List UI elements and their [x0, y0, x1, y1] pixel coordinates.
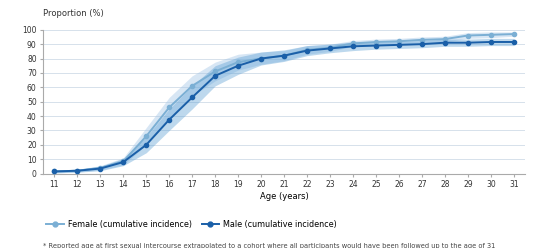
Text: * Reported age at first sexual intercourse extrapolated to a cohort where all pa: * Reported age at first sexual intercour… — [43, 243, 495, 248]
Text: Proportion (%): Proportion (%) — [43, 9, 103, 18]
X-axis label: Age (years): Age (years) — [260, 192, 308, 201]
Legend: Female (cumulative incidence), Male (cumulative incidence): Female (cumulative incidence), Male (cum… — [43, 217, 340, 232]
